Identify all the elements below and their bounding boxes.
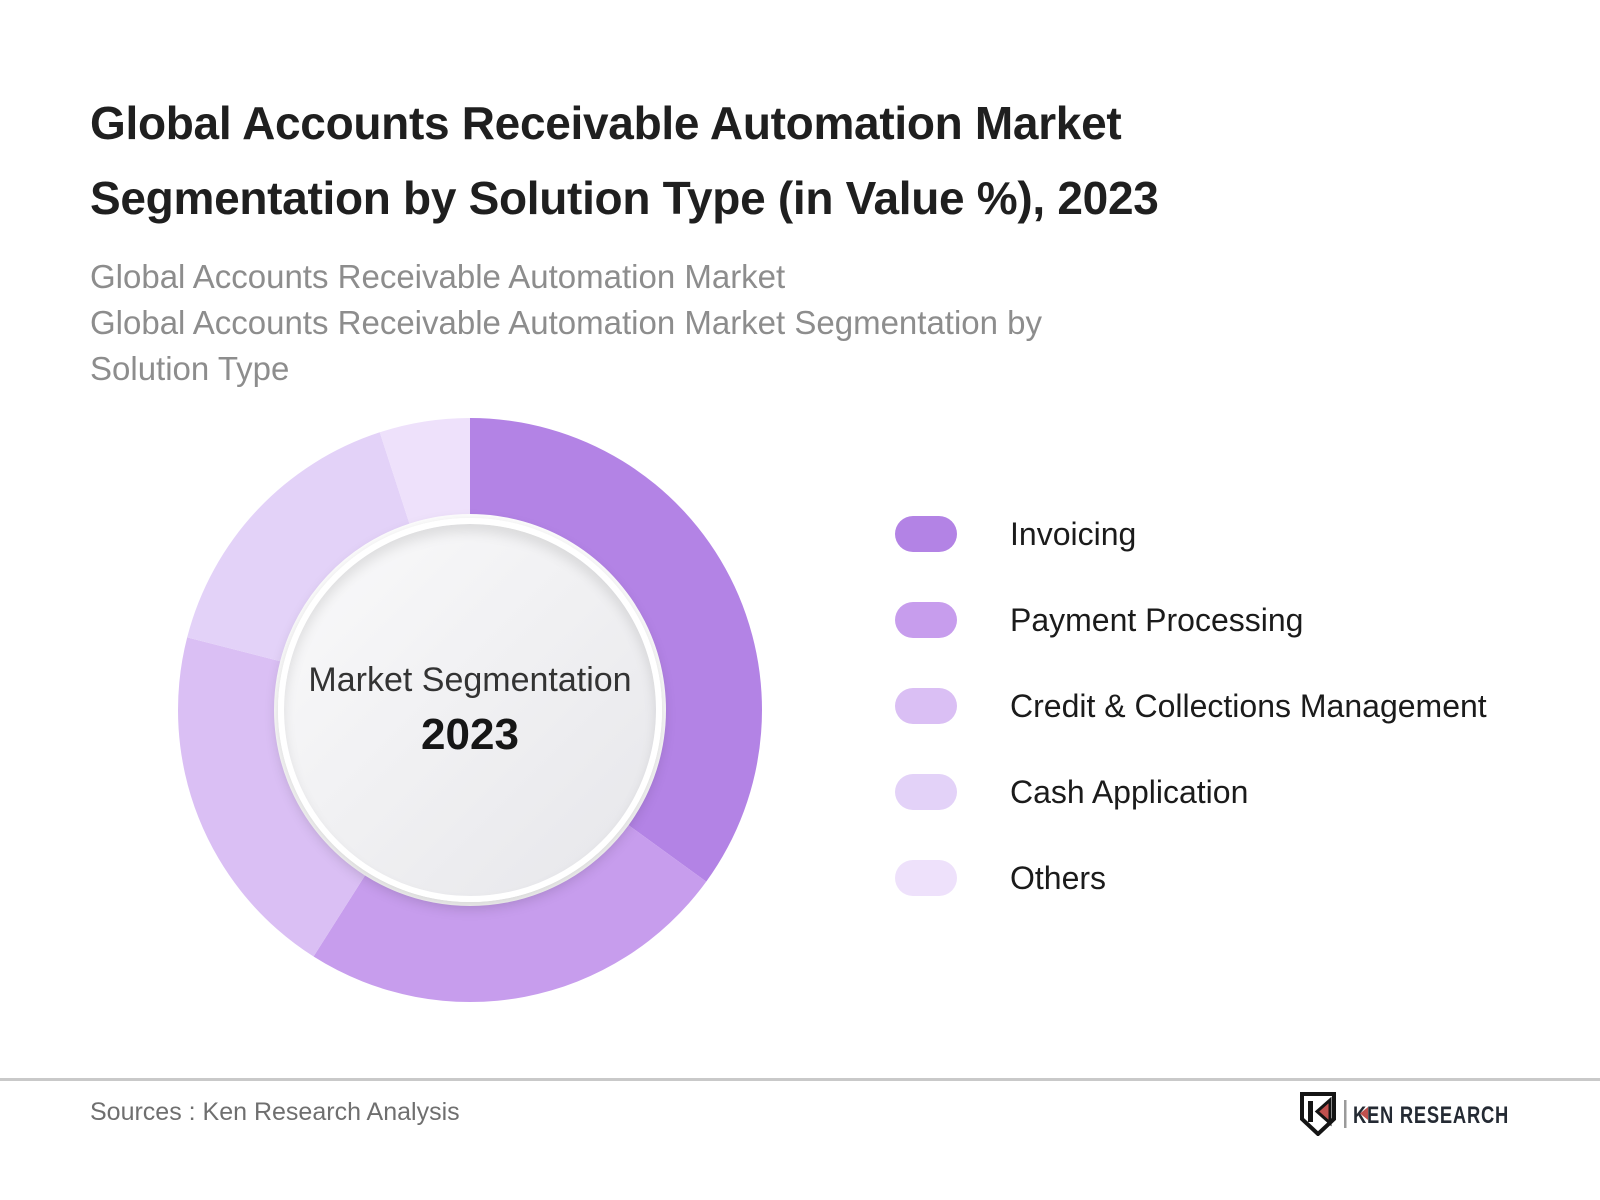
shield-k-icon [1300, 1092, 1336, 1136]
legend-item-others: Others [895, 860, 1487, 896]
subtitle-line-2: Global Accounts Receivable Automation Ma… [90, 304, 1043, 341]
logo-text: KEN RESEARCH [1353, 1102, 1509, 1129]
legend-swatch-invoicing [895, 516, 957, 552]
donut-segment-4 [379, 418, 470, 524]
legend-item-invoicing: Invoicing [895, 516, 1487, 552]
donut-segment-2 [177, 637, 365, 957]
ken-research-logo: KEN RESEARCH [1300, 1092, 1509, 1136]
logo-k-accent [1360, 1107, 1368, 1120]
legend-label: Payment Processing [1010, 601, 1304, 638]
donut-center-label: Market Segmentation [308, 660, 632, 699]
donut-center-circle: Market Segmentation 2023 [278, 518, 662, 902]
donut-segment-3 [187, 432, 410, 662]
subtitle-line-3: Solution Type [90, 350, 290, 387]
legend-label: Invoicing [1010, 515, 1137, 552]
legend-item-credit-collections: Credit & Collections Management [895, 688, 1487, 724]
legend-item-cash-application: Cash Application [895, 774, 1487, 810]
footer-divider [0, 1078, 1600, 1081]
donut-ring [177, 418, 762, 1002]
donut-center-year: 2023 [421, 710, 519, 760]
chart-legend: Invoicing Payment Processing Credit & Co… [895, 516, 1487, 946]
page-title: Global Accounts Receivable Automation Ma… [90, 97, 1159, 224]
legend-item-payment-processing: Payment Processing [895, 602, 1487, 638]
subtitle-line-1: Global Accounts Receivable Automation Ma… [90, 258, 786, 295]
legend-swatch-cash-application [895, 774, 957, 810]
source-text: Sources : Ken Research Analysis [90, 1098, 460, 1126]
legend-label: Cash Application [1010, 773, 1249, 810]
page-subtitle: Global Accounts Receivable Automation Ma… [90, 254, 1290, 392]
donut-segment-0 [470, 418, 762, 882]
legend-swatch-others [895, 860, 957, 896]
legend-label: Credit & Collections Management [1010, 687, 1487, 724]
legend-swatch-payment-processing [895, 602, 957, 638]
legend-swatch-credit-collections [895, 688, 957, 724]
legend-label: Others [1010, 859, 1107, 896]
donut-segment-1 [313, 825, 707, 1002]
logo-divider [1344, 1100, 1347, 1128]
